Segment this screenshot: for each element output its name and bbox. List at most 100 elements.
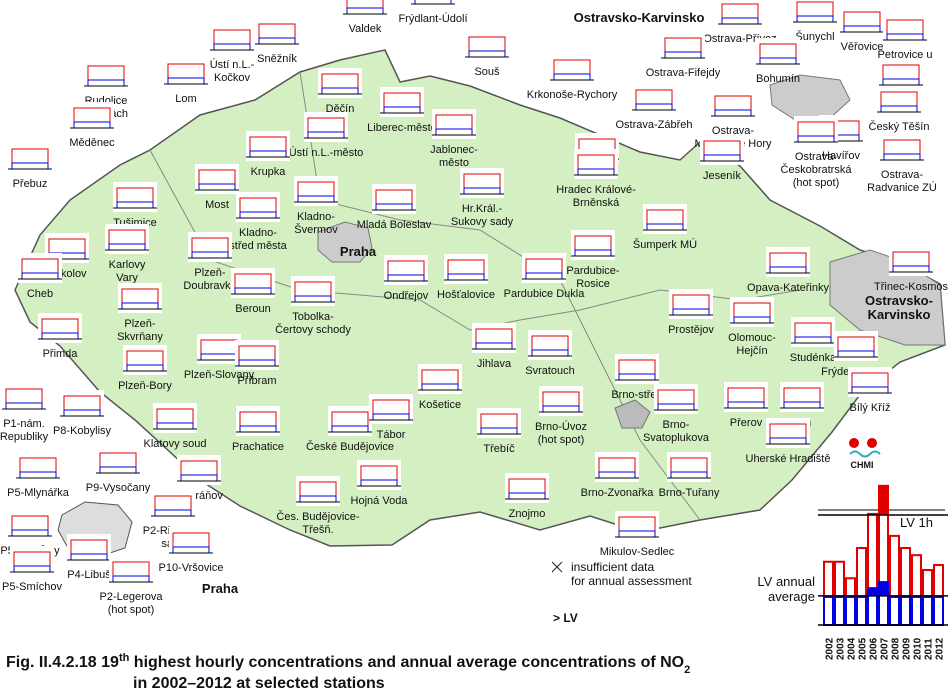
caption: in 2002–2012 at selected stations <box>133 675 385 692</box>
bar <box>856 547 867 626</box>
station-label-line: Prostějov <box>668 324 714 336</box>
station-label-line: Prachatice <box>232 441 284 453</box>
x-tick-label: 2005 <box>858 637 869 660</box>
station-label: Košetice <box>419 399 461 411</box>
station-label: P8-Kobylisy <box>53 425 112 437</box>
bar <box>845 577 856 626</box>
station-label: Jihlava <box>477 358 512 370</box>
station-chart-frame <box>879 59 923 89</box>
station-chart-frame <box>60 390 104 420</box>
station-chart-frame <box>304 112 348 142</box>
station-label: Čes. Budějovice-Třešň. <box>276 510 359 536</box>
station-chart-frame <box>343 0 387 18</box>
station-label: P4-Libuš <box>67 569 111 581</box>
station-label-line: Jablonec- <box>430 144 478 156</box>
station-chart-frame <box>571 230 615 260</box>
station-label-line: P5-Smíchov <box>2 581 62 593</box>
station-label: Lom <box>175 93 196 105</box>
bar <box>933 564 944 626</box>
station-label-line: Ústí n.L.- <box>210 58 255 71</box>
station-label-line: Krupka <box>251 166 287 178</box>
station-label-line: Vary <box>116 272 138 284</box>
bar <box>900 547 911 626</box>
station-label: Mladá Boleslav <box>357 219 432 231</box>
station-chart-frame <box>236 406 280 436</box>
station-label-line: Plzeň-Slovany <box>184 369 255 381</box>
station-label-line: Hejčín <box>736 345 767 357</box>
region-label: Ostravsko-Karvinsko <box>574 10 705 25</box>
station-label-line: České Budějovice <box>306 440 394 453</box>
station-label-line: Kladno- <box>239 227 277 239</box>
station-label: Klatovy soud <box>144 438 207 450</box>
x-tick-label: 2007 <box>880 637 891 660</box>
bar-exceedance <box>879 485 888 515</box>
station-chart-frame <box>372 184 416 214</box>
bar <box>845 595 856 627</box>
station-label: P5-Mlynářka <box>7 487 70 499</box>
station-chart-frame <box>109 556 153 586</box>
station-label: Šunychl <box>795 30 834 43</box>
bar-exceedance <box>879 582 888 596</box>
station-label-line: Studénka <box>790 352 837 364</box>
station-chart-frame <box>615 354 659 384</box>
station-label: Prachatice <box>232 441 284 453</box>
station-label: Plzeň-Skvrňany <box>117 318 163 343</box>
station-label-line: Radvanice ZÚ <box>867 181 937 194</box>
station-label-line: Havířov <box>822 150 860 162</box>
station-label: Karlovy Vary <box>109 259 146 284</box>
bar <box>834 595 845 627</box>
region-label-line: Karvinsko <box>868 307 931 322</box>
station-chart-frame <box>877 86 921 116</box>
caption-part: Fig. II.4.2.18 19 <box>6 654 119 671</box>
station-label: Tábor <box>377 429 406 441</box>
caption-part: highest hourly concentrations and annual… <box>129 654 684 671</box>
station-label-line: Svatoplukova <box>643 432 710 444</box>
station-chart-frame <box>328 406 372 436</box>
station-label-line: P1-nám. <box>3 418 45 430</box>
station-label-line: P4-Libuš <box>67 569 111 581</box>
station-label-line: Souš <box>474 66 500 78</box>
station-label-line: Hošťalovice <box>437 289 495 301</box>
station-label-line: P5-Mlynářka <box>7 487 70 499</box>
station-chart-frame <box>791 317 835 347</box>
station-label: Plzeň-Doubravka <box>183 267 237 292</box>
station-chart-frame <box>18 253 62 283</box>
x-tick-label: 2006 <box>869 637 880 660</box>
bar <box>834 560 845 626</box>
station-label-line: Šumperk MÚ <box>633 238 697 251</box>
station-label-line: Plzeň- <box>194 267 226 279</box>
bar-exceedance <box>868 588 877 596</box>
station-label: Přebuz <box>13 178 48 190</box>
station-label-line: Třinec-Kosmos <box>874 281 948 293</box>
station-label: Prostějov <box>668 324 714 336</box>
station-label-line: Cheb <box>27 288 53 300</box>
station-chart-frame <box>477 408 521 438</box>
station-label-line: Měděnec <box>69 137 115 149</box>
station-chart-frame <box>756 38 800 68</box>
station-label-line: Valdek <box>349 23 382 35</box>
station-chart-frame <box>169 527 213 557</box>
station-chart-frame <box>711 90 755 120</box>
station-label-line: Čes. Budějovice- <box>276 510 359 523</box>
station-label-line: Pardubice Dukla <box>504 288 586 300</box>
station-label: Přimda <box>43 348 79 360</box>
station-chart-frame <box>574 149 618 179</box>
station-label-line: Petrovice u <box>877 49 932 61</box>
station-label-line: Brněnská <box>573 197 620 209</box>
station-chart-frame <box>780 382 824 412</box>
station-label-line: (hot spot) <box>108 604 154 616</box>
station-label-line: Švermov <box>294 223 338 236</box>
station-label: Krkonoše-Rychory <box>527 89 618 101</box>
station-label-line: P2-Legerova <box>100 591 164 603</box>
station-label-line: Přimda <box>43 348 79 360</box>
caption: Fig. II.4.2.18 19th highest hourly conce… <box>6 652 690 676</box>
station-label-line: Beroun <box>235 303 270 315</box>
limit-label: LV annual average <box>757 574 815 604</box>
station-chart-frame <box>113 182 157 212</box>
station-label: Hradec Králové-Brněnská <box>556 184 636 209</box>
station-chart-frame <box>118 283 162 313</box>
station-label-line: Tobolka- <box>292 311 334 323</box>
station-chart-frame <box>848 367 892 397</box>
station-label: Přerov <box>730 417 763 429</box>
